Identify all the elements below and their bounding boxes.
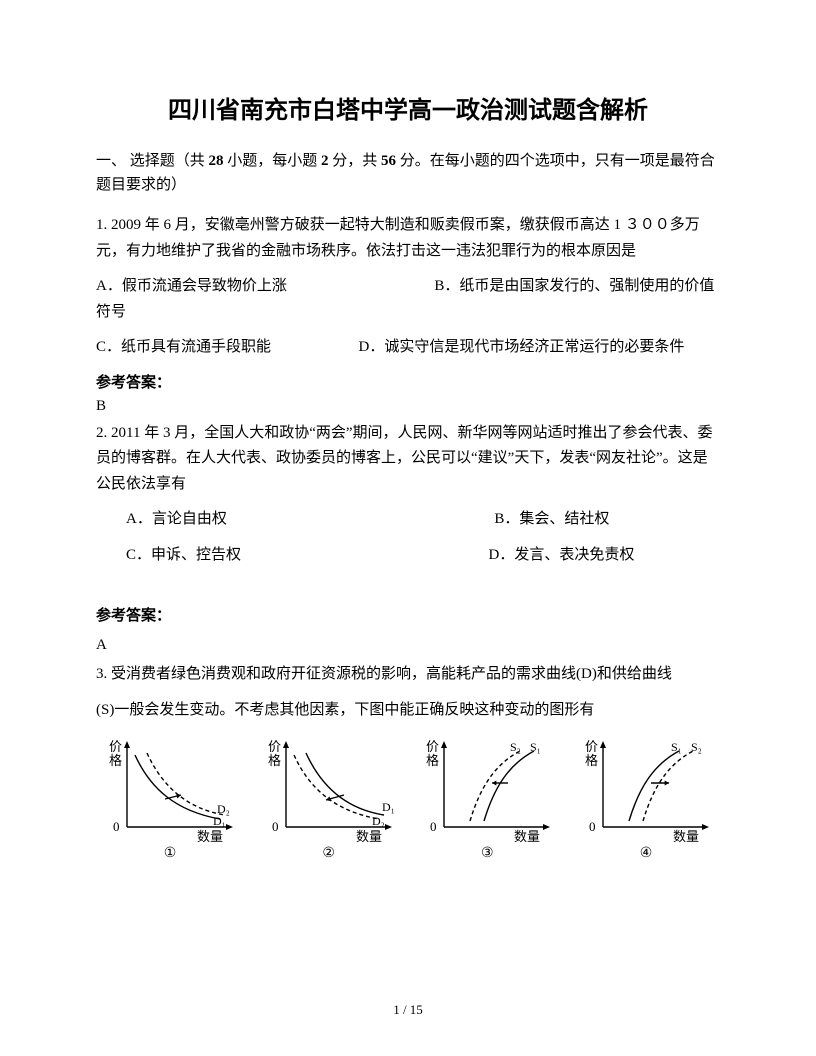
shift-arrow-head bbox=[665, 781, 669, 786]
section-count: 28 bbox=[209, 153, 224, 169]
curve-solid bbox=[135, 755, 220, 819]
econ-chart-svg: 价 格 0 数量 S₂ S₁ bbox=[422, 733, 552, 843]
x-axis-label: 数量 bbox=[197, 829, 223, 843]
charts-row: 价 格 0 数量 D₂D₁ ① 价 格 0 数量 D₁D₂ ② 价 格 0 bbox=[96, 733, 720, 862]
curve-label: S₁ bbox=[671, 740, 682, 754]
econ-chart-svg: 价 格 0 数量 D₁D₂ bbox=[264, 733, 394, 843]
y-axis-arrow bbox=[124, 741, 130, 748]
q3-text-line1: 3. 受消费者绿色消费观和政府开征资源税的影响，高能耗产品的需求曲线(D)和供给… bbox=[96, 662, 720, 688]
q1-optA: A．假币流通会导致物价上涨 bbox=[96, 278, 287, 294]
x-axis-arrow bbox=[543, 824, 550, 830]
y-axis-arrow bbox=[441, 741, 447, 748]
y-axis-label2: 格 bbox=[109, 753, 122, 768]
origin-label: 0 bbox=[589, 819, 596, 834]
curve-label: S₂ bbox=[510, 740, 521, 754]
curve-label: D₂ bbox=[372, 814, 385, 828]
x-axis-label: 数量 bbox=[514, 829, 540, 843]
curve-solid bbox=[484, 751, 534, 821]
shift-arrow-head bbox=[326, 796, 331, 801]
q1-text: 1. 2009 年 6 月，安徽亳州警方破获一起特大制造和贩卖假币案，缴获假币高… bbox=[96, 213, 720, 264]
curve-label: S₂ bbox=[691, 740, 702, 754]
y-axis-label: 价 bbox=[109, 739, 122, 754]
chart-number: ② bbox=[259, 845, 399, 862]
q2-options-row2: C．申诉、控告权 D．发言、表决免责权 bbox=[96, 543, 720, 569]
y-axis-label: 价 bbox=[426, 739, 439, 754]
curve-solid bbox=[629, 751, 679, 821]
x-axis-label: 数量 bbox=[356, 829, 382, 843]
q2-optD: D．发言、表决免责权 bbox=[489, 547, 635, 563]
section-prefix: 一、 选择题（共 bbox=[96, 153, 209, 169]
chart-1: 价 格 0 数量 D₂D₁ ① bbox=[100, 733, 240, 862]
y-axis-arrow bbox=[283, 741, 289, 748]
curve-dashed bbox=[643, 751, 693, 821]
section-total: 56 bbox=[381, 153, 396, 169]
section-mid2: 分，共 bbox=[329, 153, 382, 169]
chart-4: 价 格 0 数量 S₁ S₂ ④ bbox=[576, 733, 716, 862]
x-axis-arrow bbox=[385, 824, 392, 830]
origin-label: 0 bbox=[113, 819, 120, 834]
y-axis-label2: 格 bbox=[426, 753, 439, 768]
q2-optC-text: C．申诉、控告权 bbox=[126, 547, 241, 563]
y-axis-label: 价 bbox=[268, 739, 281, 754]
page-footer: 1 / 15 bbox=[0, 1002, 816, 1018]
curve-label: D₁ bbox=[382, 800, 394, 814]
q3-text-line2: (S)一般会发生变动。不考虑其他因素，下图中能正确反映这种变动的图形有 bbox=[96, 698, 720, 724]
shift-arrow-head bbox=[492, 781, 496, 786]
econ-chart-svg: 价 格 0 数量 S₁ S₂ bbox=[581, 733, 711, 843]
shift-arrow-head bbox=[176, 794, 181, 799]
page-title: 四川省南充市白塔中学高一政治测试题含解析 bbox=[96, 90, 720, 125]
chart-number: ③ bbox=[417, 845, 557, 862]
q1-options-row2: C．纸币具有流通手段职能 D．诚实守信是现代市场经济正常运行的必要条件 bbox=[96, 335, 720, 361]
q1-optC: C．纸币具有流通手段职能 bbox=[96, 339, 271, 355]
econ-chart-svg: 价 格 0 数量 D₂D₁ bbox=[105, 733, 235, 843]
q1-answer-label: 参考答案： bbox=[96, 371, 720, 392]
q2-answer: A bbox=[96, 637, 720, 654]
y-axis-label2: 格 bbox=[268, 753, 281, 768]
chart-number: ① bbox=[100, 845, 240, 862]
x-axis-arrow bbox=[226, 824, 233, 830]
curve-dashed bbox=[147, 753, 225, 815]
q1-answer: B bbox=[96, 398, 720, 415]
origin-label: 0 bbox=[430, 819, 437, 834]
curve-solid bbox=[306, 753, 384, 815]
section-points: 2 bbox=[321, 153, 329, 169]
section-header: 一、 选择题（共 28 小题，每小题 2 分，共 56 分。在每小题的四个选项中… bbox=[96, 149, 720, 197]
chart-number: ④ bbox=[576, 845, 716, 862]
q2-text: 2. 2011 年 3 月，全国人大和政协“两会”期间，人民网、新华网等网站适时… bbox=[96, 421, 720, 498]
curve-label: D₁ bbox=[213, 814, 226, 828]
curve-dashed bbox=[294, 755, 379, 819]
x-axis-arrow bbox=[702, 824, 709, 830]
curve-label: S₁ bbox=[530, 740, 541, 754]
y-axis-label2: 格 bbox=[585, 753, 598, 768]
curve-dashed bbox=[470, 751, 520, 821]
origin-label: 0 bbox=[272, 819, 279, 834]
exam-page: 四川省南充市白塔中学高一政治测试题含解析 一、 选择题（共 28 小题，每小题 … bbox=[0, 0, 816, 1056]
q2-optA: A．言论自由权 bbox=[96, 511, 227, 527]
q2-optA-text: A．言论自由权 bbox=[126, 511, 227, 527]
y-axis-label: 价 bbox=[585, 739, 598, 754]
chart-2: 价 格 0 数量 D₁D₂ ② bbox=[259, 733, 399, 862]
q1-options-row1: A．假币流通会导致物价上涨 B．纸币是由国家发行的、强制使用的价值符号 bbox=[96, 274, 720, 325]
q2-answer-label: 参考答案： bbox=[96, 604, 720, 625]
section-mid1: 小题，每小题 bbox=[224, 153, 322, 169]
y-axis-arrow bbox=[600, 741, 606, 748]
q2-options-row1: A．言论自由权 B．集会、结社权 bbox=[96, 507, 720, 533]
x-axis-label: 数量 bbox=[673, 829, 699, 843]
q2-optB: B．集会、结社权 bbox=[494, 511, 609, 527]
chart-3: 价 格 0 数量 S₂ S₁ ③ bbox=[417, 733, 557, 862]
q1-optD: D．诚实守信是现代市场经济正常运行的必要条件 bbox=[359, 339, 685, 355]
q2-optC: C．申诉、控告权 bbox=[96, 547, 241, 563]
